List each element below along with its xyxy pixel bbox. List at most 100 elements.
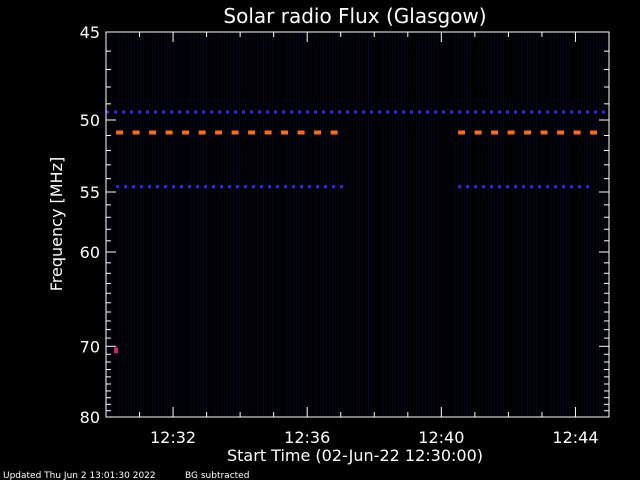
interference-line-segment xyxy=(146,110,149,114)
interference-line-segment xyxy=(330,110,333,114)
spectrogram-column xyxy=(182,33,183,416)
interference-line-segment xyxy=(106,110,109,114)
interference-line-segment xyxy=(524,130,532,135)
interference-line-segment xyxy=(506,185,510,189)
interference-line-segment xyxy=(124,185,128,189)
spectrogram-column xyxy=(485,33,486,416)
spectrogram-column xyxy=(113,33,114,416)
spectrogram-column xyxy=(452,33,453,416)
interference-line-segment xyxy=(264,130,272,135)
spectrogram-column xyxy=(347,33,348,416)
interference-line-segment xyxy=(316,185,320,189)
interference-line-segment xyxy=(340,185,344,189)
spectrogram-column xyxy=(527,33,528,416)
y-tick-label: 60 xyxy=(80,243,100,262)
spectrogram-column xyxy=(338,33,339,416)
spectrogram-column xyxy=(488,33,489,416)
spectrogram-column xyxy=(371,33,372,416)
spectrogram-column xyxy=(320,33,321,416)
spectrogram-column xyxy=(548,33,549,416)
spectrogram-column xyxy=(374,33,375,416)
spectrogram-column xyxy=(164,33,165,416)
x-tick-label: 12:32 xyxy=(150,428,196,447)
spectrogram-column xyxy=(587,33,588,416)
interference-line-segment xyxy=(522,185,526,189)
spectrogram-column xyxy=(275,33,276,416)
spectrogram-column xyxy=(311,33,312,416)
spectrogram-column xyxy=(173,33,174,416)
interference-line-segment xyxy=(170,110,173,114)
spectrogram-column xyxy=(524,33,525,416)
interference-line-segment xyxy=(530,185,534,189)
interference-line-segment xyxy=(292,185,296,189)
spectrogram-column xyxy=(254,33,255,416)
interference-line-segment xyxy=(546,185,550,189)
spectrogram-column xyxy=(575,33,576,416)
interference-line-segment xyxy=(162,110,165,114)
interference-line-segment xyxy=(248,130,256,135)
x-tick-label: 12:44 xyxy=(552,428,598,447)
interference-line-segment xyxy=(474,110,477,114)
spectrogram-column xyxy=(410,33,411,416)
interference-line-segment xyxy=(164,185,168,189)
interference-line-segment xyxy=(514,185,518,189)
spectrogram-column xyxy=(551,33,552,416)
interference-line-segment xyxy=(538,185,542,189)
spectrogram-column xyxy=(491,33,492,416)
spectrogram-column xyxy=(470,33,471,416)
spectrogram-column xyxy=(395,33,396,416)
spectrogram-column xyxy=(224,33,225,416)
interference-line-segment xyxy=(442,110,445,114)
spectrogram-column xyxy=(584,33,585,416)
interference-line-segment xyxy=(530,110,533,114)
interference-line-segment xyxy=(130,110,133,114)
spectrogram-column xyxy=(323,33,324,416)
interference-line-segment xyxy=(570,185,574,189)
spectrogram-column xyxy=(581,33,582,416)
interference-line-segment xyxy=(370,110,373,114)
interference-line-segment xyxy=(186,110,189,114)
spectrogram-column xyxy=(536,33,537,416)
x-axis-label: Start Time (02-Jun-22 12:30:00) xyxy=(227,446,483,465)
interference-line-segment xyxy=(218,110,221,114)
interference-line-segment xyxy=(522,110,525,114)
interference-line-segment xyxy=(490,110,493,114)
spectrogram-column xyxy=(380,33,381,416)
interference-line-segment xyxy=(202,110,205,114)
spectrogram-column xyxy=(317,33,318,416)
interference-line-segment xyxy=(252,185,256,189)
interference-line-segment xyxy=(324,185,328,189)
spectrogram-column xyxy=(443,33,444,416)
interference-line-segment xyxy=(196,185,200,189)
spectrogram-column xyxy=(326,33,327,416)
spectrogram-column xyxy=(125,33,126,416)
interference-line-segment xyxy=(578,110,581,114)
interference-line-segment xyxy=(314,110,317,114)
spectrogram-column xyxy=(434,33,435,416)
interference-line-segment xyxy=(482,110,485,114)
spectrogram-column xyxy=(188,33,189,416)
spectrogram-column xyxy=(437,33,438,416)
y-tick-label: 70 xyxy=(80,337,100,356)
spectrogram-column xyxy=(431,33,432,416)
spectrogram-column xyxy=(566,33,567,416)
spectrogram-column xyxy=(227,33,228,416)
spectrogram-column xyxy=(359,33,360,416)
spectrogram-column xyxy=(167,33,168,416)
spectrogram-column xyxy=(140,33,141,416)
interference-line-segment xyxy=(266,110,269,114)
interference-line-segment xyxy=(491,130,499,135)
spectrogram-column xyxy=(539,33,540,416)
spectrogram-column xyxy=(197,33,198,416)
signal-spot xyxy=(114,347,119,354)
interference-line-segment xyxy=(554,110,557,114)
spectrogram-column xyxy=(464,33,465,416)
interference-line-segment xyxy=(514,110,517,114)
interference-line-segment xyxy=(386,110,389,114)
spectrogram-column xyxy=(206,33,207,416)
spectrogram-column xyxy=(119,33,120,416)
interference-line-segment xyxy=(410,110,413,114)
interference-line-segment xyxy=(540,130,548,135)
interference-line-segment xyxy=(573,130,581,135)
y-axis: 45 50 55 60 70 80 xyxy=(80,23,609,427)
